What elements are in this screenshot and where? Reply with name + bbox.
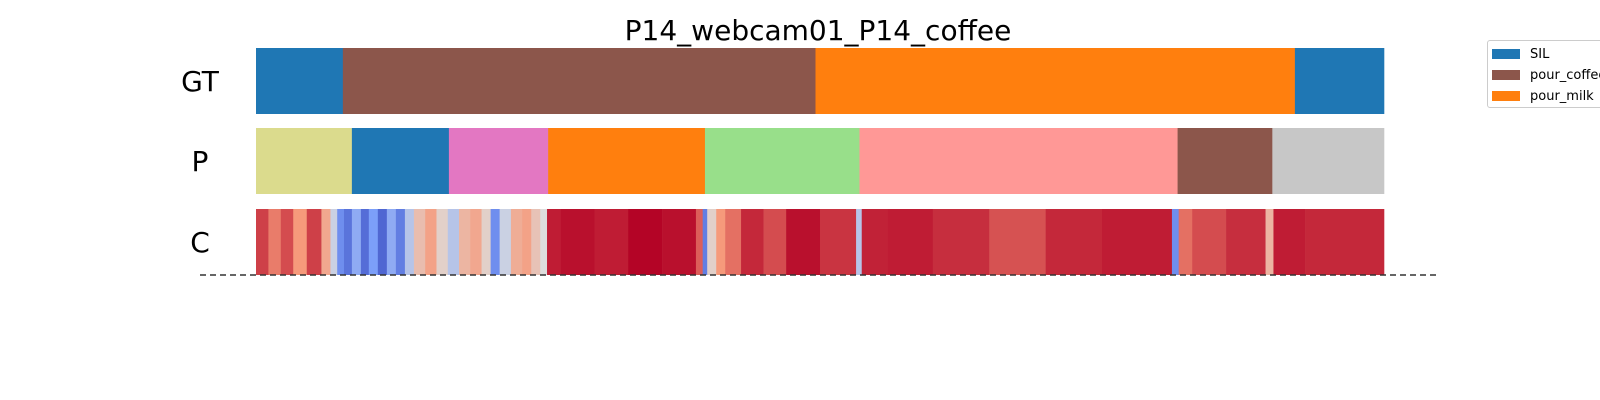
confidence-cell	[447, 209, 460, 275]
confidence-cell	[337, 209, 345, 275]
confidence-cell	[321, 209, 331, 275]
segment	[351, 128, 450, 194]
confidence-cell	[499, 209, 512, 275]
confidence-cell	[481, 209, 491, 275]
confidence-cell	[702, 209, 708, 275]
confidence-cell	[377, 209, 388, 275]
confidence-cell	[932, 209, 990, 275]
confidence-cell	[1273, 209, 1306, 275]
segment	[704, 128, 860, 194]
confidence-cell	[368, 209, 379, 275]
legend-swatch	[1492, 91, 1520, 101]
confidence-cell	[856, 209, 863, 275]
confidence-cell	[413, 209, 426, 275]
confidence-cell	[306, 209, 322, 275]
confidence-cell	[786, 209, 821, 275]
confidence-cell	[1102, 209, 1173, 275]
segment	[1294, 48, 1385, 114]
confidence-cell	[662, 209, 697, 275]
segment	[256, 48, 344, 114]
confidence-cell	[820, 209, 857, 275]
segment	[448, 128, 549, 194]
legend-swatch	[1492, 70, 1520, 80]
confidence-cell	[256, 209, 269, 275]
row-label: GT	[181, 65, 220, 98]
confidence-cell	[343, 209, 353, 275]
confidence-cell	[510, 209, 523, 275]
confidence-cell	[594, 209, 629, 275]
confidence-cell	[490, 209, 500, 275]
confidence-cell	[547, 209, 561, 275]
legend-item-pour-coffee: pour_coffee	[1492, 67, 1600, 83]
legend: SIL pour_coffee pour_milk	[1487, 40, 1600, 108]
confidence-cell	[360, 209, 370, 275]
confidence-cell	[741, 209, 764, 275]
confidence-cell	[540, 209, 548, 275]
confidence-cell	[280, 209, 294, 275]
confidence-cell	[268, 209, 282, 275]
confidence-cell	[725, 209, 742, 275]
segment	[1177, 128, 1273, 194]
confidence-cell	[861, 209, 888, 275]
segment	[815, 48, 1296, 114]
segment	[1272, 128, 1385, 194]
confidence-cell	[989, 209, 1046, 275]
row-label: C	[190, 226, 210, 259]
confidence-cell	[716, 209, 726, 275]
confidence-cell	[1178, 209, 1193, 275]
confidence-cell	[522, 209, 532, 275]
row-label: P	[192, 145, 209, 178]
chart-title: P14_webcam01_P14_coffee	[625, 14, 1012, 47]
segment	[548, 128, 706, 194]
confidence-cell	[887, 209, 934, 275]
row-p: P	[192, 128, 1385, 194]
confidence-cell	[560, 209, 595, 275]
confidence-cell	[1305, 209, 1385, 275]
confidence-cell	[707, 209, 717, 275]
confidence-cell	[425, 209, 437, 275]
legend-label: SIL	[1530, 46, 1550, 62]
confidence-cell	[386, 209, 397, 275]
legend-label: pour_milk	[1530, 88, 1594, 104]
confidence-cell	[436, 209, 449, 275]
confidence-cell	[763, 209, 787, 275]
legend-swatch	[1492, 49, 1520, 59]
row-gt: GT	[181, 48, 1385, 114]
confidence-cell	[459, 209, 471, 275]
legend-item-sil: SIL	[1492, 46, 1549, 62]
confidence-cell	[1265, 209, 1274, 275]
confidence-cell	[470, 209, 482, 275]
confidence-cell	[293, 209, 308, 275]
row-c: C	[190, 209, 1385, 275]
confidence-cell	[404, 209, 415, 275]
confidence-cell	[395, 209, 406, 275]
legend-label: pour_coffee	[1530, 67, 1600, 83]
confidence-cell	[330, 209, 338, 275]
confidence-cell	[1045, 209, 1103, 275]
legend-item-pour-milk: pour_milk	[1492, 88, 1594, 104]
segment	[342, 48, 816, 114]
segment	[859, 128, 1178, 194]
confidence-cell	[1171, 209, 1180, 275]
chart-rows: GT P C	[181, 48, 1385, 275]
confidence-cell	[695, 209, 703, 275]
confidence-cell	[628, 209, 663, 275]
confidence-cell	[1226, 209, 1266, 275]
segment	[256, 128, 353, 194]
confidence-cell	[531, 209, 541, 275]
confidence-cell	[351, 209, 362, 275]
confidence-cell	[1192, 209, 1227, 275]
